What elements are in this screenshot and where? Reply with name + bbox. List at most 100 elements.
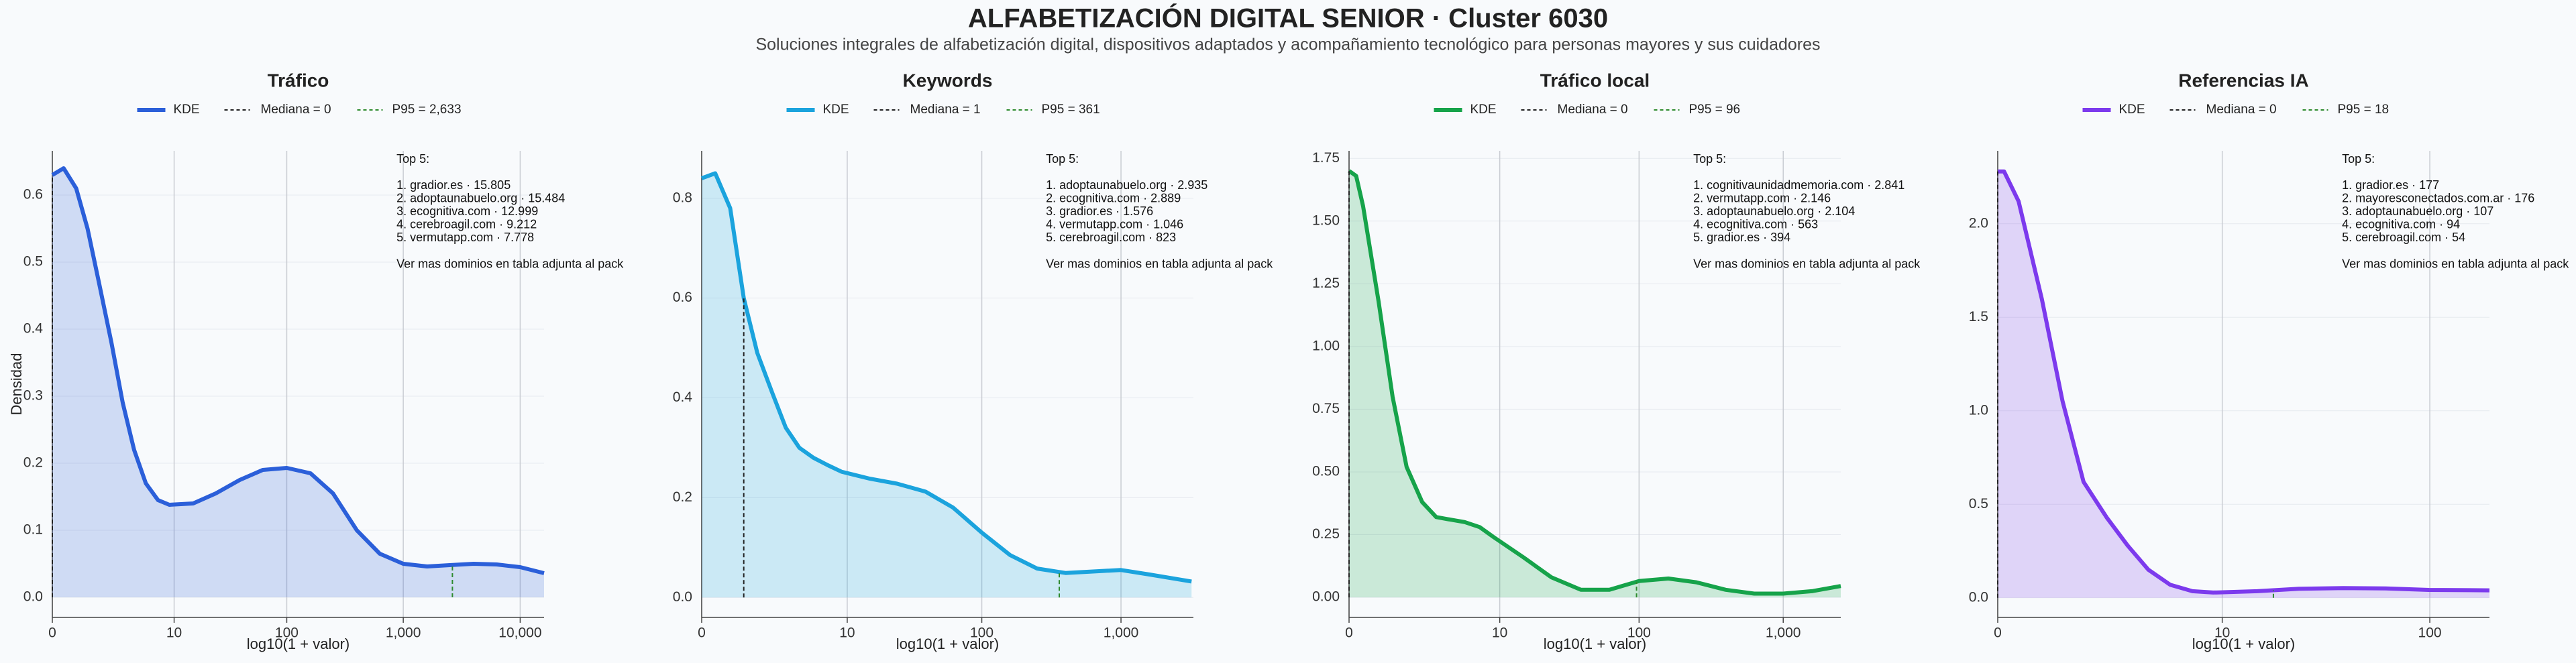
y-tick-label: 1.5: [1969, 309, 1988, 324]
kde-area: [1349, 170, 1841, 598]
x-tick-label: 100: [275, 625, 299, 641]
kde-line: [1348, 169, 1841, 596]
kde-line: [51, 166, 545, 575]
y-tick-label: 0.1: [23, 522, 43, 538]
y-tick-label: 1.75: [1312, 150, 1340, 166]
legend-label: Mediana = 1: [910, 103, 981, 117]
y-tick-label: 0.0: [23, 589, 43, 605]
x-tick-label: 1,000: [386, 625, 421, 641]
x-tick-label: 10: [2214, 625, 2230, 641]
legend-label: P95 = 361: [1042, 103, 1100, 117]
kde-line: [1998, 169, 2490, 595]
annotation-heading: Top 5:: [1046, 152, 1079, 166]
kde-area: [702, 173, 1192, 598]
annotation-item: 1. gradior.es · 15.805: [396, 178, 511, 192]
x-tick-label: 10: [1492, 625, 1507, 641]
y-tick-label: 1.25: [1312, 276, 1340, 291]
y-tick-label: 0.50: [1312, 464, 1340, 479]
x-tick-label: 1,000: [1104, 625, 1139, 641]
y-tick-label: 0.6: [673, 290, 692, 305]
x-tick-label: 10: [839, 625, 855, 641]
y-tick-label: 0.00: [1312, 589, 1340, 605]
y-tick-label: 0.8: [673, 190, 692, 205]
annotation-item: 5. vermutapp.com · 7.778: [396, 231, 534, 244]
kde-area: [1998, 171, 2489, 598]
annotation-item: 1. gradior.es · 177: [2342, 178, 2439, 192]
annotation-item: 2. adoptaunabuelo.org · 15.484: [396, 191, 565, 204]
x-tick-label: 100: [2418, 625, 2442, 641]
annotation-footer: Ver mas dominios en tabla adjunta al pac…: [2342, 257, 2569, 270]
legend-label: Mediana = 0: [1558, 103, 1628, 117]
x-tick-label: 0: [1345, 625, 1353, 641]
annotation-heading: Top 5:: [396, 152, 429, 166]
annotation-footer: Ver mas dominios en tabla adjunta al pac…: [1693, 257, 1921, 270]
annotation-item: 4. ecognitiva.com · 563: [1693, 218, 1818, 231]
annotation-item: 3. adoptaunabuelo.org · 2.104: [1693, 204, 1855, 218]
y-tick-label: 0.2: [673, 489, 692, 505]
x-tick-label: 0: [698, 625, 706, 641]
x-tick-label: 100: [970, 625, 994, 641]
panel-title: Referencias IA: [2178, 70, 2309, 91]
page-subtitle: Soluciones integrales de alfabetización …: [755, 36, 1820, 54]
legend-label: P95 = 18: [2338, 103, 2390, 117]
legend-label: KDE: [1470, 103, 1497, 117]
annotation-item: 4. vermutapp.com · 1.046: [1046, 218, 1183, 231]
y-tick-label: 0.4: [23, 321, 44, 337]
panel-title: Keywords: [903, 70, 993, 91]
legend-label: KDE: [823, 103, 849, 117]
annotation-item: 4. cerebroagil.com · 9.212: [396, 218, 537, 231]
y-tick-label: 1.50: [1312, 213, 1340, 228]
annotation-item: 1. adoptaunabuelo.org · 2.935: [1046, 178, 1208, 192]
y-axis-label: Densidad: [8, 353, 25, 416]
x-tick-label: 100: [1627, 625, 1651, 641]
annotation-item: 4. ecognitiva.com · 94: [2342, 218, 2460, 231]
annotation-heading: Top 5:: [2342, 152, 2375, 166]
annotation-item: 3. adoptaunabuelo.org · 107: [2342, 204, 2493, 218]
x-axis-label: log10(1 + valor): [1544, 636, 1646, 652]
y-tick-label: 2.0: [1969, 215, 1988, 231]
panel-title: Tráfico local: [1540, 70, 1650, 91]
y-tick-label: 0.5: [23, 254, 43, 269]
x-axis-label: log10(1 + valor): [247, 636, 350, 652]
kde-line: [700, 171, 1192, 584]
y-tick-label: 1.00: [1312, 338, 1340, 353]
y-tick-label: 0.2: [23, 455, 43, 471]
y-tick-label: 0.4: [673, 389, 693, 405]
annotation-footer: Ver mas dominios en tabla adjunta al pac…: [1046, 257, 1273, 270]
kde-area: [52, 168, 544, 597]
panel-title: Tráfico: [268, 70, 329, 91]
legend-label: KDE: [174, 103, 200, 117]
x-tick-label: 0: [1994, 625, 2002, 641]
x-axis-label: log10(1 + valor): [896, 636, 999, 652]
annotation-item: 2. mayoresconectados.com.ar · 176: [2342, 191, 2534, 204]
x-tick-label: 1,000: [1766, 625, 1801, 641]
x-axis-label: log10(1 + valor): [2192, 636, 2295, 652]
legend-label: P95 = 96: [1689, 103, 1741, 117]
y-tick-label: 0.25: [1312, 526, 1340, 542]
annotation-footer: Ver mas dominios en tabla adjunta al pac…: [396, 257, 624, 270]
y-tick-label: 0.5: [1969, 496, 1988, 511]
x-tick-label: 10: [166, 625, 182, 641]
annotation-item: 2. vermutapp.com · 2.146: [1693, 191, 1831, 204]
y-tick-label: 0.0: [1969, 589, 1988, 605]
page-title: ALFABETIZACIÓN DIGITAL SENIOR · Cluster …: [968, 3, 1608, 34]
y-tick-label: 0.0: [673, 589, 692, 605]
annotation-item: 1. cognitivaunidadmemoria.com · 2.841: [1693, 178, 1904, 192]
annotation-item: 3. ecognitiva.com · 12.999: [396, 204, 538, 218]
annotation-item: 5. cerebroagil.com · 54: [2342, 231, 2465, 244]
y-tick-label: 0.3: [23, 388, 43, 404]
legend-label: P95 = 2,633: [392, 103, 462, 117]
legend-label: Mediana = 0: [261, 103, 331, 117]
legend-label: Mediana = 0: [2206, 103, 2277, 117]
annotation-item: 3. gradior.es · 1.576: [1046, 204, 1153, 218]
x-tick-label: 10,000: [498, 625, 541, 641]
annotation-item: 2. ecognitiva.com · 2.889: [1046, 191, 1181, 204]
annotation-heading: Top 5:: [1693, 152, 1726, 166]
legend-label: KDE: [2119, 103, 2145, 117]
y-tick-label: 0.75: [1312, 401, 1340, 416]
y-tick-label: 0.6: [23, 187, 43, 202]
y-tick-label: 1.0: [1969, 402, 1988, 418]
annotation-item: 5. gradior.es · 394: [1693, 231, 1790, 244]
annotation-item: 5. cerebroagil.com · 823: [1046, 231, 1176, 244]
